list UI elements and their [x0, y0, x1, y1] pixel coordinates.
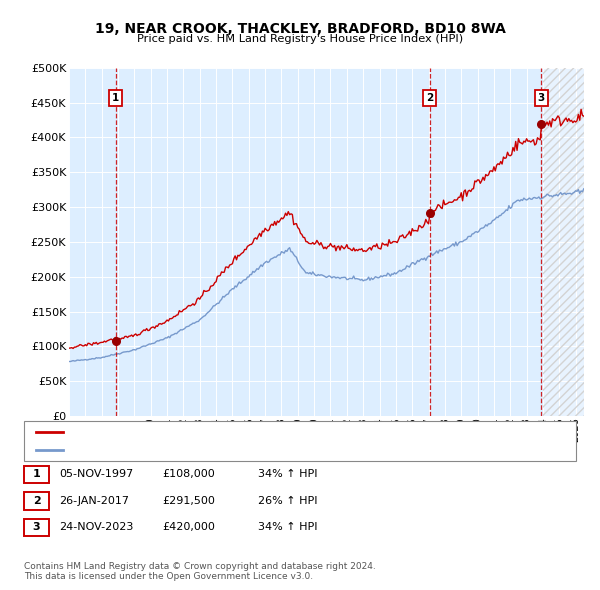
Text: 34% ↑ HPI: 34% ↑ HPI	[258, 470, 317, 479]
Text: 3: 3	[33, 523, 40, 532]
Text: HPI: Average price, detached house, Bradford: HPI: Average price, detached house, Brad…	[69, 445, 297, 455]
Text: £420,000: £420,000	[162, 523, 215, 532]
Text: 26-JAN-2017: 26-JAN-2017	[59, 496, 129, 506]
Text: 1: 1	[112, 93, 119, 103]
Text: 2: 2	[33, 496, 40, 506]
Bar	[543, 68, 584, 416]
Text: Price paid vs. HM Land Registry's House Price Index (HPI): Price paid vs. HM Land Registry's House …	[137, 34, 463, 44]
Text: 2: 2	[426, 93, 433, 103]
Text: 3: 3	[538, 93, 545, 103]
Text: 05-NOV-1997: 05-NOV-1997	[59, 470, 133, 479]
Text: 34% ↑ HPI: 34% ↑ HPI	[258, 523, 317, 532]
Text: £291,500: £291,500	[162, 496, 215, 506]
Text: 24-NOV-2023: 24-NOV-2023	[59, 523, 133, 532]
Text: 19, NEAR CROOK, THACKLEY, BRADFORD, BD10 8WA (detached house): 19, NEAR CROOK, THACKLEY, BRADFORD, BD10…	[69, 427, 425, 437]
Text: 19, NEAR CROOK, THACKLEY, BRADFORD, BD10 8WA: 19, NEAR CROOK, THACKLEY, BRADFORD, BD10…	[95, 22, 505, 36]
Text: £108,000: £108,000	[162, 470, 215, 479]
Text: 26% ↑ HPI: 26% ↑ HPI	[258, 496, 317, 506]
Text: 1: 1	[33, 470, 40, 479]
Bar	[543, 68, 584, 416]
Text: Contains HM Land Registry data © Crown copyright and database right 2024.
This d: Contains HM Land Registry data © Crown c…	[24, 562, 376, 581]
